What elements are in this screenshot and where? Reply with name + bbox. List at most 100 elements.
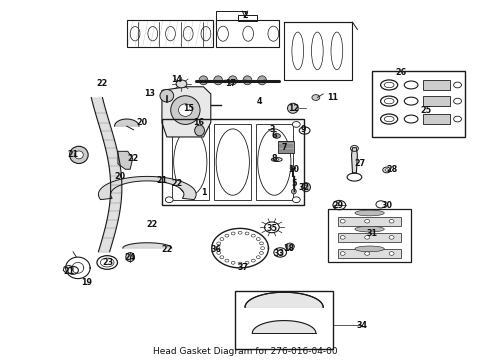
Ellipse shape: [292, 189, 296, 194]
Polygon shape: [423, 96, 450, 107]
Text: 20: 20: [137, 118, 148, 127]
Ellipse shape: [340, 235, 345, 239]
Polygon shape: [338, 217, 401, 226]
Text: 19: 19: [81, 278, 92, 287]
Text: 31: 31: [367, 229, 377, 238]
Text: 5: 5: [291, 179, 296, 188]
Text: 36: 36: [210, 246, 221, 255]
Polygon shape: [338, 233, 401, 242]
Text: 23: 23: [102, 258, 114, 267]
Ellipse shape: [195, 125, 204, 136]
Polygon shape: [423, 114, 450, 125]
Ellipse shape: [389, 220, 394, 223]
Ellipse shape: [355, 210, 384, 216]
Polygon shape: [338, 249, 401, 258]
Text: 2: 2: [242, 10, 248, 19]
Text: 17: 17: [225, 79, 236, 88]
Ellipse shape: [273, 134, 280, 138]
Text: 21: 21: [68, 150, 78, 159]
Ellipse shape: [171, 96, 200, 125]
Ellipse shape: [340, 252, 345, 255]
Ellipse shape: [223, 80, 227, 83]
Polygon shape: [98, 176, 196, 200]
Text: 20: 20: [115, 172, 126, 181]
Text: 22: 22: [171, 179, 182, 188]
Ellipse shape: [365, 220, 369, 223]
Ellipse shape: [365, 235, 369, 239]
Text: 37: 37: [237, 264, 248, 273]
Ellipse shape: [165, 197, 173, 203]
Ellipse shape: [74, 151, 83, 159]
Text: 34: 34: [357, 321, 368, 330]
Ellipse shape: [385, 169, 389, 171]
Text: 33: 33: [274, 249, 285, 258]
Text: 21: 21: [64, 267, 74, 276]
Text: Head Gasket Diagram for 276-016-04-00: Head Gasket Diagram for 276-016-04-00: [153, 347, 337, 356]
Ellipse shape: [293, 197, 300, 203]
Ellipse shape: [178, 104, 192, 116]
Polygon shape: [123, 243, 172, 248]
Ellipse shape: [288, 103, 298, 113]
Ellipse shape: [160, 89, 173, 102]
Text: 14: 14: [171, 75, 182, 84]
Text: 22: 22: [161, 246, 172, 255]
Text: 21: 21: [156, 176, 168, 185]
Text: 25: 25: [420, 105, 431, 114]
Ellipse shape: [199, 76, 208, 85]
Ellipse shape: [293, 122, 300, 127]
Text: 10: 10: [288, 165, 299, 174]
Ellipse shape: [176, 80, 187, 88]
Polygon shape: [423, 80, 450, 90]
Text: 12: 12: [288, 104, 299, 113]
Polygon shape: [351, 148, 357, 173]
Ellipse shape: [204, 80, 208, 83]
Ellipse shape: [302, 183, 311, 192]
Text: 35: 35: [267, 224, 277, 233]
Text: 9: 9: [301, 125, 306, 134]
Text: 3: 3: [269, 125, 274, 134]
Text: 15: 15: [183, 104, 195, 113]
Ellipse shape: [355, 246, 384, 252]
Polygon shape: [278, 141, 294, 153]
Text: 18: 18: [283, 244, 294, 253]
Text: 22: 22: [147, 220, 158, 229]
Text: 1: 1: [201, 188, 206, 197]
Text: 22: 22: [127, 154, 138, 163]
Ellipse shape: [286, 243, 294, 249]
Ellipse shape: [389, 252, 394, 255]
Text: 13: 13: [144, 89, 155, 98]
Ellipse shape: [340, 220, 345, 223]
Text: 32: 32: [298, 183, 309, 192]
Polygon shape: [245, 292, 323, 307]
Text: 26: 26: [396, 68, 407, 77]
Bar: [235, 291, 333, 348]
Text: 30: 30: [381, 201, 392, 210]
Ellipse shape: [389, 235, 394, 239]
Bar: [372, 71, 465, 137]
Ellipse shape: [274, 159, 279, 161]
Polygon shape: [162, 87, 211, 137]
Text: 4: 4: [257, 96, 263, 105]
Ellipse shape: [304, 185, 308, 189]
Ellipse shape: [243, 76, 252, 85]
Text: 27: 27: [354, 159, 366, 168]
Text: 29: 29: [332, 201, 343, 210]
Ellipse shape: [214, 76, 222, 85]
Text: 11: 11: [327, 93, 339, 102]
Text: 22: 22: [97, 79, 108, 88]
Ellipse shape: [70, 146, 88, 163]
Ellipse shape: [258, 76, 267, 85]
Text: 7: 7: [281, 143, 287, 152]
Ellipse shape: [165, 122, 173, 127]
Ellipse shape: [228, 76, 237, 85]
Text: 8: 8: [271, 154, 277, 163]
Ellipse shape: [365, 252, 369, 255]
Ellipse shape: [355, 226, 384, 232]
Ellipse shape: [290, 167, 296, 170]
Ellipse shape: [243, 80, 247, 83]
Text: 28: 28: [386, 165, 397, 174]
Polygon shape: [118, 151, 133, 169]
Text: 16: 16: [193, 118, 204, 127]
Polygon shape: [252, 321, 316, 333]
Text: 24: 24: [124, 253, 136, 262]
